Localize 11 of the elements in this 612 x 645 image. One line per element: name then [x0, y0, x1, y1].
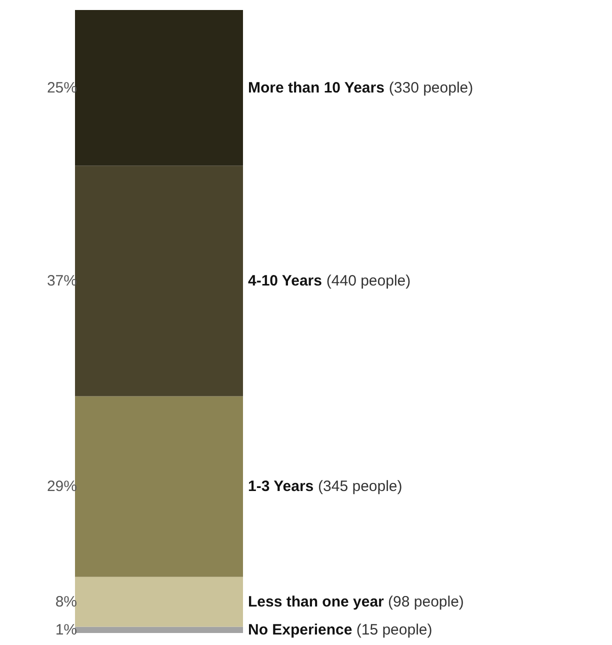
series-label: No Experience (15 people) — [248, 621, 432, 638]
bar — [75, 396, 243, 577]
data-label: 1% — [55, 621, 77, 638]
series-label: 1-3 Years (345 people) — [248, 478, 402, 496]
series-label: 4-10 Years (440 people) — [248, 272, 411, 290]
bar — [75, 166, 243, 396]
bar — [75, 10, 243, 166]
series-label: Less than one year (98 people) — [248, 593, 464, 610]
bar — [75, 576, 243, 627]
series-label: More than 10 Years (330 people) — [248, 79, 474, 96]
bar — [75, 626, 243, 633]
